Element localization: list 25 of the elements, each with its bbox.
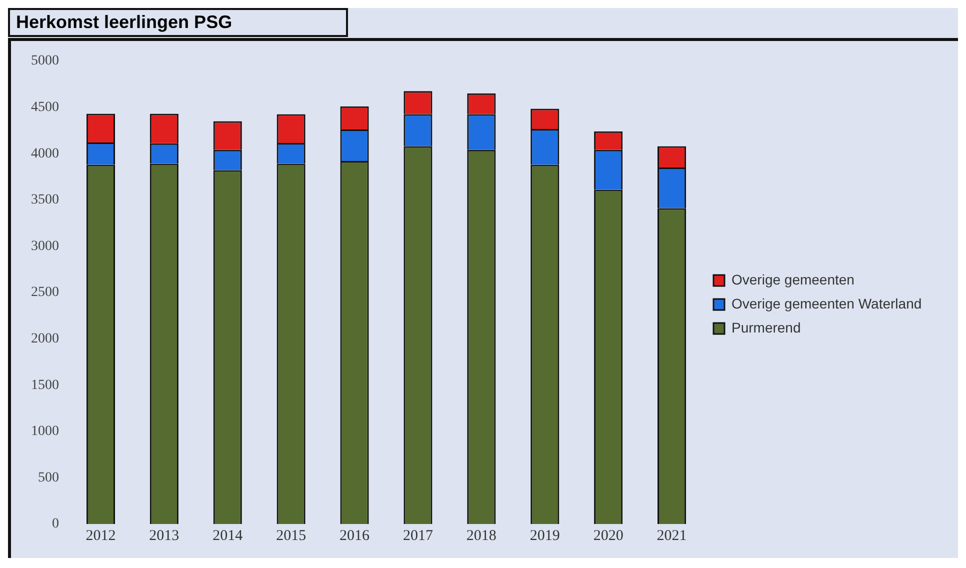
- y-tick-label: 1500: [31, 378, 59, 393]
- y-tick-label: 0: [52, 516, 59, 532]
- y-tick-label: 2000: [31, 331, 59, 346]
- x-tick-label: 2015: [276, 528, 306, 544]
- x-tick-label: 2018: [466, 528, 496, 544]
- x-tick-label: 2017: [402, 528, 434, 544]
- y-tick-label: 3500: [31, 192, 59, 208]
- x-tick-label: 2019: [530, 528, 560, 544]
- x-tick-label: 2013: [149, 528, 180, 544]
- y-tick-label: 1000: [31, 424, 59, 440]
- legend-label: Overige gemeenten Waterland: [732, 295, 922, 312]
- y-tick-label: 500: [38, 470, 59, 486]
- y-tick-label: 4500: [31, 100, 59, 115]
- x-tick-label: 2014: [212, 528, 244, 544]
- x-tick-label: 2016: [340, 528, 370, 544]
- y-tick-label: 2500: [31, 285, 59, 300]
- y-tick-label: 4000: [31, 146, 59, 162]
- legend-label: Overige gemeenten: [732, 271, 854, 288]
- legend-label: Purmerend: [732, 319, 801, 336]
- y-tick-label: 3000: [31, 238, 59, 254]
- y-tick-label: 5000: [31, 54, 59, 69]
- chart-title: Herkomst leerlingen PSG: [8, 8, 348, 37]
- x-tick-label: 2012: [86, 528, 116, 544]
- x-tick-label: 2020: [593, 528, 624, 544]
- x-tick-label: 2021: [656, 528, 687, 544]
